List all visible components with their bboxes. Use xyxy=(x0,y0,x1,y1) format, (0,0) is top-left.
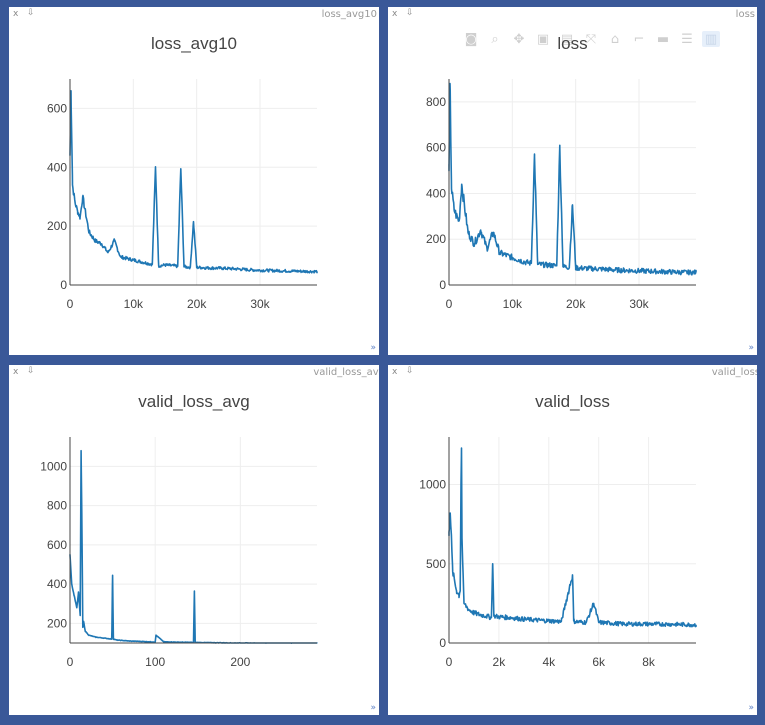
chart-valid-loss[interactable]: valid_loss 0 2k 4k 6k 8k 0 500 1000 xyxy=(388,365,757,715)
chart-title: loss xyxy=(557,34,587,53)
y-tick-label: 800 xyxy=(47,499,67,513)
x-tick-label: 200 xyxy=(230,655,250,669)
plot-modebar: ◙ ⌕ ✥ ▣ ▤ ⤧ ⌂ ⌐ ▬ ☰ ▥ xyxy=(462,31,720,47)
y-tick-label: 400 xyxy=(47,577,67,591)
x-tick-label: 0 xyxy=(446,655,453,669)
y-tick-label: 200 xyxy=(426,232,446,246)
x-tick-label: 4k xyxy=(542,655,556,669)
y-tick-label: 0 xyxy=(439,278,446,292)
y-tick-label: 600 xyxy=(426,141,446,155)
chart-pane-loss: x ⇩ loss loss 0 10k 20k 30k 0 200 400 600 800 ◙ ⌕… xyxy=(388,7,757,355)
y-tick-label: 1000 xyxy=(40,459,67,473)
chart-title: valid_loss xyxy=(535,392,610,411)
y-tick-label: 600 xyxy=(47,101,67,115)
x-tick-label: 20k xyxy=(187,297,207,311)
y-tick-label: 400 xyxy=(426,186,446,200)
pan-icon[interactable]: ✥ xyxy=(513,31,525,47)
pane-header: x ⇩ loss_avg10 xyxy=(9,7,379,21)
pane-header: x ⇩ loss xyxy=(388,7,757,21)
y-tick-label: 0 xyxy=(60,278,67,292)
series-line xyxy=(69,90,318,274)
resize-handle-icon[interactable]: » xyxy=(748,703,754,713)
y-tick-label: 0 xyxy=(439,636,446,650)
pane-name: valid_loss xyxy=(711,367,757,378)
x-tick-label: 6k xyxy=(592,655,606,669)
plotly-logo-icon[interactable]: ▥ xyxy=(702,31,720,47)
chart-valid-loss-avg[interactable]: valid_loss_avg 0 100 200 200 400 600 800 1000 xyxy=(9,365,379,715)
x-tick-label: 30k xyxy=(250,297,270,311)
x-tick-label: 30k xyxy=(629,297,649,311)
close-icon[interactable]: x xyxy=(13,367,19,377)
close-icon[interactable]: x xyxy=(392,367,398,377)
x-tick-label: 0 xyxy=(446,297,453,311)
zoom-icon[interactable]: ⌕ xyxy=(491,31,499,47)
chart-pane-loss-avg10: x ⇩ loss_avg10 loss_avg10 0 10k 20k 30k 0 200 4… xyxy=(9,7,379,355)
pin-icon[interactable]: ⇩ xyxy=(406,8,414,18)
spike-lines-icon[interactable]: ⌐ xyxy=(633,31,645,47)
lasso-icon[interactable]: ▤ xyxy=(560,31,574,47)
pin-icon[interactable]: ⇩ xyxy=(27,366,35,376)
chart-loss[interactable]: loss 0 10k 20k 30k 0 200 400 600 800 xyxy=(388,7,757,355)
hover-compare-icon[interactable]: ☰ xyxy=(681,31,693,47)
y-tick-label: 800 xyxy=(426,95,446,109)
chart-loss-avg10[interactable]: loss_avg10 0 10k 20k 30k 0 200 400 600 xyxy=(9,7,379,355)
series-line xyxy=(69,449,318,645)
pane-name: loss xyxy=(735,9,755,20)
chart-title: loss_avg10 xyxy=(151,34,237,53)
resize-handle-icon[interactable]: » xyxy=(370,343,376,353)
series-line xyxy=(448,82,697,276)
y-tick-label: 500 xyxy=(426,557,446,571)
x-tick-label: 8k xyxy=(642,655,656,669)
x-tick-label: 10k xyxy=(124,297,144,311)
chart-pane-valid-loss-avg: x ⇩ valid_loss_avg valid_loss_avg 0 100 200… xyxy=(9,365,379,715)
y-tick-label: 400 xyxy=(47,160,67,174)
y-tick-label: 1000 xyxy=(419,478,446,492)
y-tick-label: 600 xyxy=(47,538,67,552)
x-tick-label: 100 xyxy=(145,655,165,669)
resize-handle-icon[interactable]: » xyxy=(748,343,754,353)
camera-icon[interactable]: ◙ xyxy=(464,31,478,47)
close-icon[interactable]: x xyxy=(13,9,19,19)
series-line xyxy=(448,447,697,628)
x-tick-label: 10k xyxy=(503,297,523,311)
x-tick-label: 2k xyxy=(493,655,507,669)
x-tick-label: 20k xyxy=(566,297,586,311)
home-icon[interactable]: ⌂ xyxy=(610,31,620,47)
pin-icon[interactable]: ⇩ xyxy=(27,8,35,18)
close-icon[interactable]: x xyxy=(392,9,398,19)
y-tick-label: 200 xyxy=(47,616,67,630)
hover-closest-icon[interactable]: ▬ xyxy=(656,31,670,47)
chart-title: valid_loss_avg xyxy=(138,392,250,411)
pane-name: loss_avg10 xyxy=(321,9,377,20)
pane-header: x ⇩ valid_loss xyxy=(388,365,757,379)
resize-handle-icon[interactable]: » xyxy=(370,703,376,713)
pin-icon[interactable]: ⇩ xyxy=(406,366,414,376)
pane-name: valid_loss_avg xyxy=(313,367,379,378)
x-tick-label: 0 xyxy=(67,297,74,311)
y-tick-label: 200 xyxy=(47,219,67,233)
chart-pane-valid-loss: x ⇩ valid_loss valid_loss 0 2k 4k 6k 8k 0 500 10… xyxy=(388,365,757,715)
x-tick-label: 0 xyxy=(67,655,74,669)
pane-header: x ⇩ valid_loss_avg xyxy=(9,365,379,379)
box-select-icon[interactable]: ▣ xyxy=(536,31,550,47)
autoscale-icon[interactable]: ⤧ xyxy=(585,31,597,47)
